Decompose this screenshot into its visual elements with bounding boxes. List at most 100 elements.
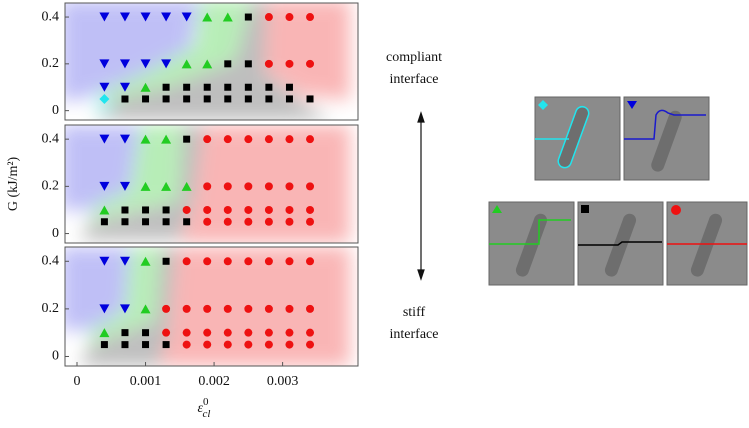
point [181, 59, 192, 69]
point [99, 93, 110, 104]
point [203, 95, 211, 103]
point [244, 182, 253, 191]
point [161, 12, 172, 22]
point [162, 83, 170, 91]
point [119, 181, 130, 191]
point [99, 82, 110, 92]
point [121, 329, 129, 337]
point [161, 134, 172, 144]
point [306, 257, 315, 266]
point [119, 256, 130, 266]
point [100, 218, 108, 226]
point [140, 256, 151, 266]
point [203, 83, 211, 91]
annotation: interface [390, 327, 439, 342]
point [244, 257, 253, 266]
point [244, 328, 253, 337]
point [244, 217, 253, 226]
point [99, 59, 110, 69]
point [162, 218, 170, 226]
axes-frame [64, 124, 359, 244]
point [119, 304, 130, 314]
point [100, 341, 108, 349]
point [99, 181, 110, 191]
point [142, 95, 150, 103]
y-tick-label: 0.2 [42, 56, 60, 71]
point [162, 328, 171, 337]
point [244, 135, 253, 144]
point [140, 304, 151, 314]
point [182, 340, 191, 349]
point [182, 257, 191, 266]
point [264, 304, 273, 313]
annotation: compliant [386, 50, 442, 65]
point [306, 340, 315, 349]
point [202, 12, 213, 22]
axes-frame [64, 246, 359, 367]
y-tick-label: 0 [52, 103, 59, 118]
point [203, 257, 212, 266]
point [99, 12, 110, 22]
point [202, 59, 213, 69]
point [306, 328, 315, 337]
point [119, 59, 130, 69]
point [142, 218, 150, 226]
point [264, 13, 273, 22]
x-tick-label: 0 [73, 374, 80, 389]
point [162, 304, 171, 313]
axes-frame [64, 2, 359, 121]
point [264, 135, 273, 144]
point [244, 340, 253, 349]
point [264, 205, 273, 214]
x-tick-label: 0.002 [198, 374, 230, 389]
y-tick-label: 0.4 [42, 131, 60, 146]
point [121, 341, 129, 349]
point [222, 12, 233, 22]
y-tick-label: 0.2 [42, 301, 60, 316]
x-tick-label: 0.001 [130, 374, 162, 389]
point [285, 135, 294, 144]
point [183, 83, 191, 91]
point [244, 83, 252, 91]
point [264, 328, 273, 337]
point [306, 304, 315, 313]
point [140, 59, 151, 69]
point [203, 205, 212, 214]
point [306, 135, 315, 144]
point [285, 328, 294, 337]
point [203, 304, 212, 313]
point [224, 83, 232, 91]
point [203, 217, 212, 226]
point [224, 60, 232, 68]
point [244, 205, 253, 214]
y-tick-label: 0.4 [42, 9, 60, 24]
point [244, 95, 252, 103]
point [119, 12, 130, 22]
point [162, 341, 170, 349]
point [119, 82, 130, 92]
point [244, 60, 252, 68]
point [223, 257, 232, 266]
point [223, 328, 232, 337]
x-axis-label-sub: cl [203, 408, 211, 420]
point [223, 182, 232, 191]
point [264, 340, 273, 349]
point [119, 134, 130, 144]
y-tick-label: 0.2 [42, 179, 60, 194]
y-axis-label: G (kJ/m²) [6, 156, 21, 211]
y-tick-label: 0 [52, 226, 59, 241]
point [162, 95, 170, 103]
point [183, 218, 191, 226]
annotation: stiff [403, 305, 426, 320]
point [203, 328, 212, 337]
point [306, 59, 315, 68]
point [140, 12, 151, 22]
annotation: interface [390, 72, 439, 87]
regions [65, 125, 350, 243]
point [162, 206, 170, 214]
point [140, 82, 151, 92]
point [285, 95, 293, 103]
point [265, 95, 273, 103]
point [99, 205, 110, 215]
